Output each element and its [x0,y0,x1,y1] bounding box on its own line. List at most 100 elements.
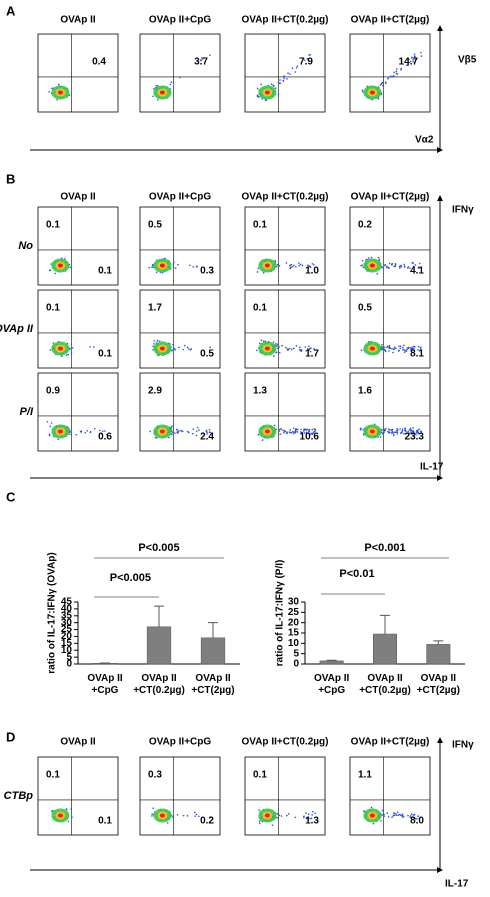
y-tick-label: 25 [288,607,300,618]
event-dot [381,429,383,431]
event-dot [157,99,159,101]
event-dot [172,344,174,346]
event-dot [393,812,395,814]
event-dot [293,433,295,435]
panel-label: D [6,729,15,744]
event-dot [69,433,71,435]
quadrant-value: 0.3 [200,266,214,277]
event-dot [277,343,279,345]
event-dot [383,432,385,434]
column-header: OVAp II+CT(0.2µg) [242,15,329,26]
event-dot [308,429,310,431]
event-dot [389,263,391,265]
density [370,430,375,434]
event-dot [384,346,386,348]
event-dot [392,429,394,431]
event-dot [406,349,408,351]
event-dot [265,100,267,102]
event-dot [400,69,402,71]
event-dot [259,343,261,345]
density [265,430,270,434]
bar [201,638,225,664]
error-bar [208,623,218,638]
quadrant-value: 0.5 [148,220,162,231]
axis-label: IL-17 [420,462,444,473]
event-dot [56,99,58,101]
event-dot [156,85,158,87]
quadrant-value: 0.1 [46,770,60,781]
event-dot [181,430,183,432]
event-dot [392,432,394,434]
event-dot [192,266,194,268]
event-dot [188,348,190,350]
event-dot [281,345,283,347]
x-tick-label: OVAp II+CT(2µg) [417,673,460,696]
event-dot [47,421,49,423]
event-dot [382,82,384,84]
event-dot [398,345,400,347]
quadrant-value: 0.2 [200,816,214,827]
event-dot [261,340,263,342]
event-dot [396,68,398,70]
event-dot [70,808,72,810]
axis-label: IL-17 [445,879,469,890]
density [265,347,270,351]
event-dot [400,68,402,70]
event-dot [312,811,314,813]
event-dot [257,271,259,273]
event-dot [378,257,380,259]
event-dot [387,431,389,433]
event-dot [90,432,92,434]
quadrant-value: 1.3 [305,816,319,827]
density [58,814,63,818]
quadrant-value: 1.3 [253,386,267,397]
event-dot [168,437,170,439]
event-dot [394,346,396,348]
event-dot [289,73,291,75]
event-dot [412,427,414,429]
x-tick-label: OVAp II+CpG [314,673,350,696]
event-dot [412,263,414,265]
event-dot [58,84,60,86]
event-dot [274,425,276,427]
quadrant-value: 0.1 [253,220,267,231]
event-dot [286,262,288,264]
event-dot [278,81,280,83]
event-dot [257,87,259,89]
event-dot [294,431,296,433]
event-dot [289,267,291,269]
event-dot [385,428,387,430]
y-tick-label: 30 [288,597,300,608]
event-dot [187,815,189,817]
event-dot [279,82,281,84]
event-dot [171,426,173,428]
event-dot [66,354,68,356]
event-dot [404,351,406,353]
event-dot [276,817,278,819]
row-label: P/I [20,406,34,418]
bar [320,661,343,664]
event-dot [277,348,279,350]
event-dot [400,345,402,347]
event-dot [397,431,399,433]
event-dot [194,812,196,814]
event-dot [385,82,387,84]
event-dot [275,352,277,354]
quadrant-value: 1.7 [305,349,319,360]
event-dot [52,342,54,344]
quadrant-value: 1.0 [305,266,319,277]
event-dot [393,435,395,437]
event-dot [290,429,292,431]
row-label: OVAp II [0,323,34,335]
event-dot [399,266,401,268]
event-dot [172,349,174,351]
event-dot [151,815,153,817]
event-dot [278,94,280,96]
quadrant-value: 0.1 [46,220,60,231]
event-dot [380,84,382,86]
event-dot [153,343,155,345]
event-dot [85,432,87,434]
event-dot [405,350,407,352]
event-dot [306,429,308,431]
event-dot [289,348,291,350]
